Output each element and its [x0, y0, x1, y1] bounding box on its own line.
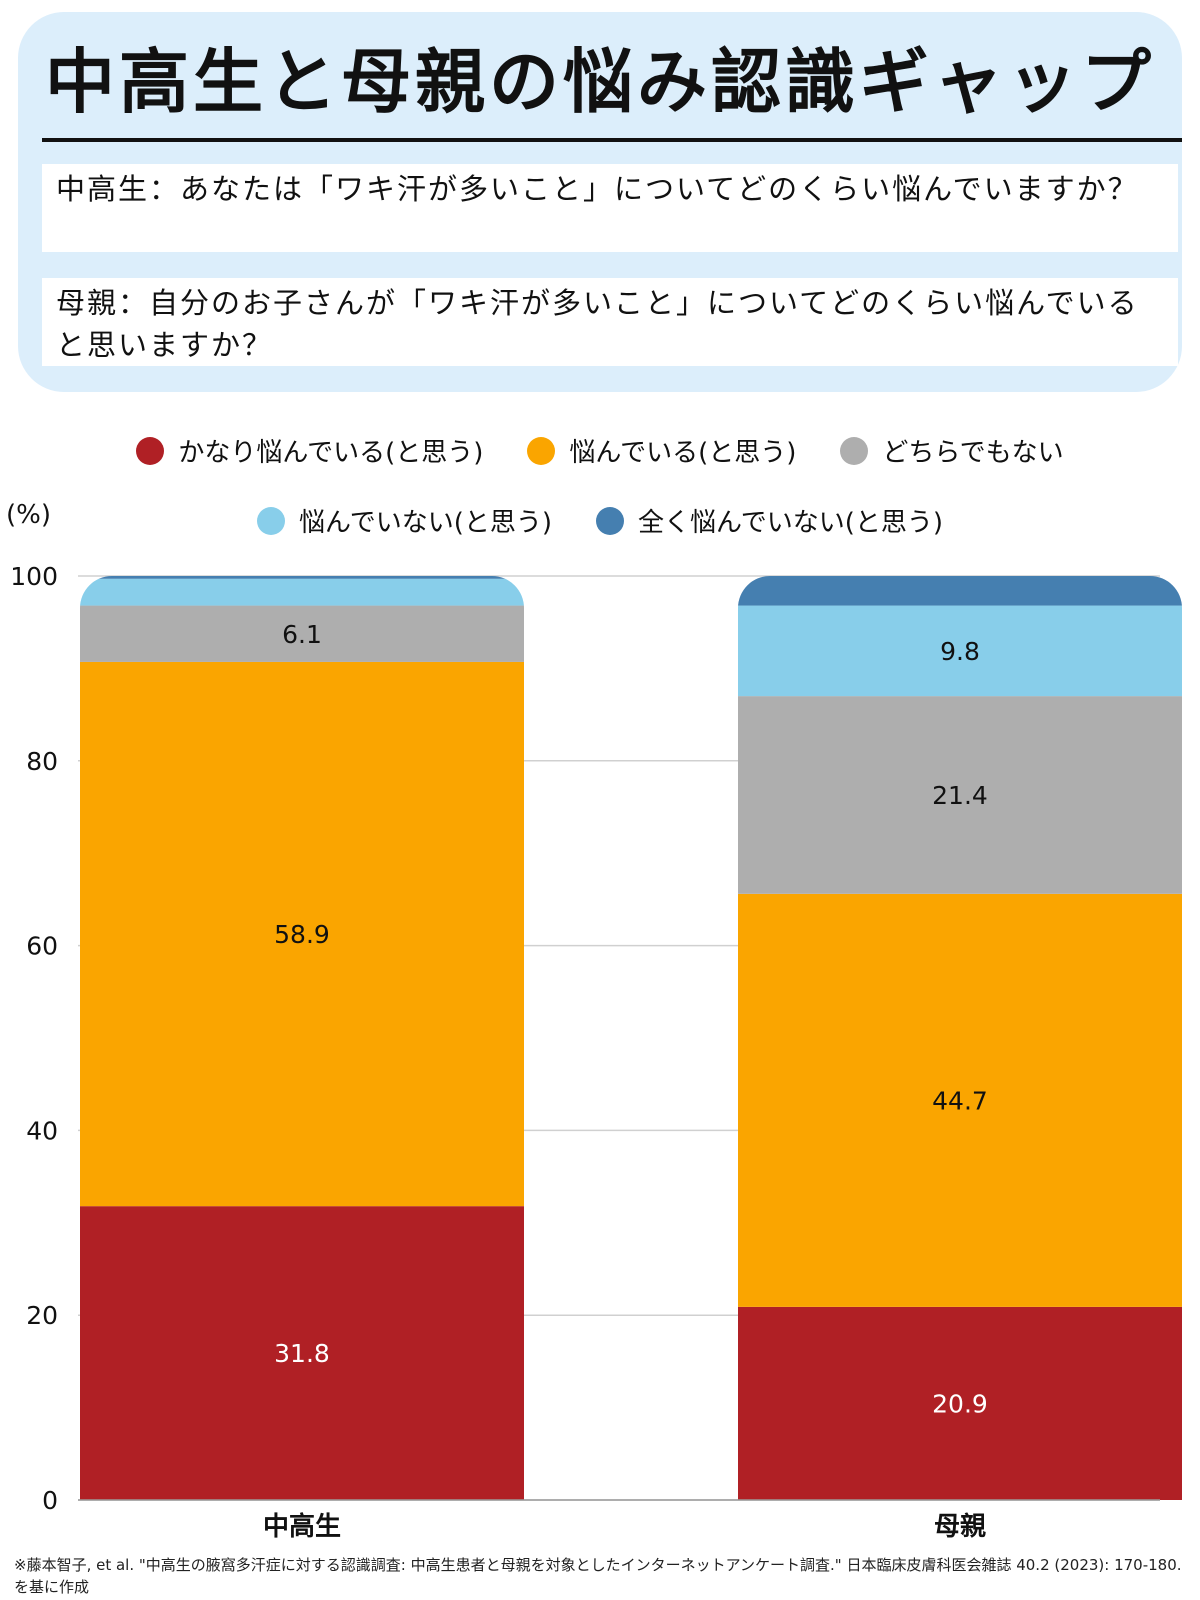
data-label: 6.1 [282, 620, 322, 649]
legend-label: かなり悩んでいる(と思う) [178, 438, 484, 468]
data-label: 44.7 [932, 1086, 988, 1115]
y-tick-label: 80 [26, 747, 58, 776]
title-divider [42, 138, 1182, 142]
page-title: 中高生と母親の悩み認識ギャップ [45, 41, 1155, 123]
source-footnote: ※藤本智子, et al. "中高生の腋窩多汗症に対する認識調査: 中高生患者と… [14, 1556, 1182, 1596]
y-tick-label: 0 [42, 1486, 58, 1515]
legend-row-2: 悩んでいない(と思う) 全く悩んでいない(と思う) [0, 502, 1200, 539]
data-label: 31.8 [274, 1339, 330, 1368]
bar-segment [80, 578, 524, 606]
x-category-label: 母親 [934, 1512, 986, 1542]
bar-segment [80, 605, 524, 662]
y-tick-label: 20 [26, 1301, 58, 1330]
legend-dot-icon [840, 436, 869, 465]
y-tick-label: 40 [26, 1116, 58, 1145]
data-label: 20.9 [932, 1389, 988, 1418]
header-card: 中高生と母親の悩み認識ギャップ 中高生：あなたは「ワキ汗が多いこと」についてどの… [18, 12, 1182, 392]
legend-dot-icon [596, 506, 624, 535]
question-mothers: 母親：自分のお子さんが「ワキ汗が多いこと」についてどのくらい悩んでいると思います… [42, 278, 1178, 366]
legend-label: 全く悩んでいない(と思う) [638, 508, 943, 538]
bar-group [738, 576, 1182, 1500]
bar-segment [738, 605, 1182, 697]
bar-segment [738, 576, 1182, 606]
bar-segment [738, 696, 1182, 894]
question-students: 中高生：あなたは「ワキ汗が多いこと」についてどのくらい悩んでいますか？ [42, 164, 1178, 252]
legend-label: どちらでもない [882, 438, 1064, 468]
legend-item: 悩んでいる(と思う) [527, 432, 796, 469]
data-label: 21.4 [932, 781, 988, 810]
legend-label: 悩んでいる(と思う) [569, 438, 797, 468]
bar-segment [80, 1206, 524, 1500]
legend-item: かなり悩んでいる(と思う) [136, 432, 483, 469]
bar-group [80, 576, 524, 1500]
bar-segment [80, 576, 524, 579]
bar-segment [738, 1306, 1182, 1500]
bar-segment [80, 661, 524, 1207]
legend-dot-icon [527, 436, 556, 465]
legend-dot-icon [136, 436, 165, 465]
data-label: 58.9 [274, 920, 330, 949]
x-category-label: 中高生 [263, 1511, 341, 1542]
y-axis-unit-label: (%) [6, 500, 51, 530]
legend-row-1: かなり悩んでいる(と思う) 悩んでいる(と思う) どちらでもない [0, 432, 1200, 469]
legend-dot-icon [257, 506, 285, 535]
bar-segment [738, 893, 1182, 1307]
y-tick-label: 100 [10, 562, 58, 591]
legend-label: 悩んでいない(と思う) [299, 508, 552, 538]
legend-item: どちらでもない [840, 432, 1064, 469]
y-tick-label: 60 [26, 932, 58, 961]
data-label: 9.8 [940, 637, 980, 666]
legend-item: 全く悩んでいない(と思う) [596, 502, 943, 539]
legend-item: 悩んでいない(と思う) [257, 502, 552, 539]
